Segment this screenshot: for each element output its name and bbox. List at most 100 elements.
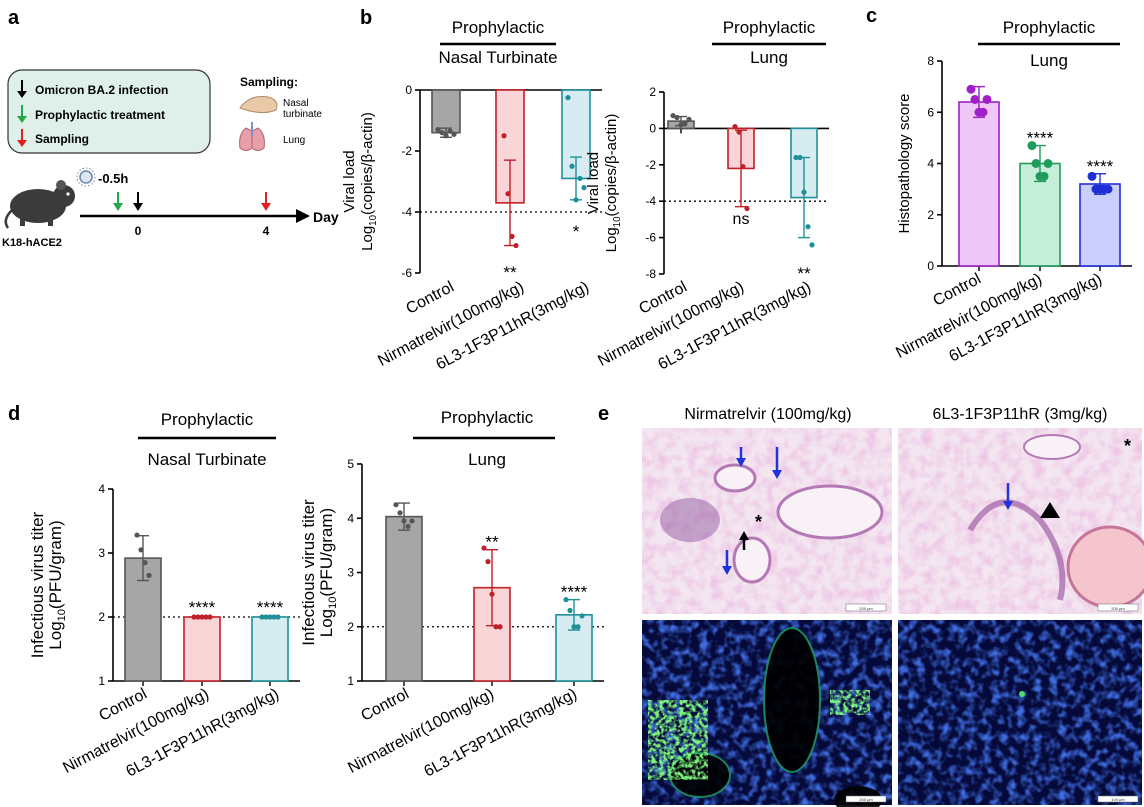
y-tick-label: 0 [927, 259, 934, 273]
data-point [740, 164, 746, 170]
significance-label: ** [503, 263, 517, 282]
scale-bar-label: 200 μm [1111, 606, 1125, 611]
data-point [451, 131, 457, 137]
data-point [207, 614, 213, 620]
timeline-arrowhead-icon [296, 209, 310, 223]
timeline-tick-0: 0 [135, 224, 142, 238]
chart-histopathology-lung: ProphylacticLung02468********ControlNirm… [893, 18, 1132, 366]
bar [958, 101, 1000, 267]
bar [1019, 162, 1061, 267]
y-axis-label-line1: Infectious virus titer [299, 499, 318, 646]
y-axis-label-line2: Log10(copies/β-actin) [603, 114, 623, 253]
scale-bar [1097, 795, 1139, 803]
y-tick-label: 2 [927, 208, 934, 222]
data-point [1027, 141, 1037, 151]
legend-label-infection: Omicron BA.2 infection [35, 83, 168, 97]
data-point [805, 224, 811, 230]
scale-bar-label: 200 μm [859, 606, 873, 611]
significance-label: ns [733, 211, 750, 228]
data-point [577, 175, 583, 182]
data-point [581, 185, 587, 191]
data-point [259, 614, 265, 620]
data-point [1043, 159, 1053, 168]
black-arrow-icon [739, 531, 749, 550]
if-image-antibody: 100 μm [898, 620, 1142, 805]
data-point [203, 614, 209, 620]
y-tick-label: -2 [645, 158, 656, 172]
triangle-marker-icon [1040, 502, 1060, 518]
y-tick-label: 1 [347, 674, 354, 688]
panel-a: a Omicron BA.2 infection Prophylactic tr… [2, 7, 339, 249]
data-point [191, 614, 197, 620]
y-axis-label-line1: Viral load [585, 152, 602, 214]
data-point [142, 560, 148, 566]
mouse-strain-label: K18-hACE2 [2, 237, 62, 249]
x-category-label: Control [358, 686, 412, 725]
panel-letter-d: d [8, 403, 20, 425]
chart-title: Prophylactic [452, 18, 545, 37]
y-tick-label: 1 [98, 674, 105, 688]
black-arrow-icon [17, 91, 27, 98]
data-point [797, 154, 803, 161]
y-tick-label: 4 [98, 482, 105, 496]
significance-label: ** [485, 533, 499, 552]
y-tick-label: 2 [649, 85, 656, 99]
data-point [509, 233, 515, 239]
scale-bar [845, 603, 887, 612]
data-point [1031, 159, 1041, 168]
data-point [397, 510, 403, 516]
virus-icon [76, 167, 96, 187]
he-image-antibody: * 200 μm [898, 428, 1144, 614]
y-tick-label: 2 [98, 610, 105, 624]
scale-bar-label: 200 μm [859, 797, 873, 802]
y-tick-label: -4 [645, 194, 656, 208]
data-point [485, 559, 491, 565]
scale-bar [1097, 603, 1139, 612]
sampling-title: Sampling: [240, 75, 298, 89]
y-tick-label: 0 [405, 83, 412, 97]
data-point [575, 624, 581, 630]
x-category-label: 6L3-1F3P11hR(3mg/kg) [421, 686, 579, 781]
data-point [569, 163, 575, 169]
chart-subtitle: Nasal Turbinate [438, 48, 557, 67]
data-point [263, 614, 269, 620]
data-point [393, 502, 399, 508]
data-point [732, 123, 738, 130]
data-point [579, 613, 585, 619]
sampling-arrow [261, 192, 271, 211]
data-point [493, 624, 499, 630]
data-point [138, 547, 144, 553]
histology-col2-title: 6L3-1F3P11hR (3mg/kg) [933, 406, 1108, 423]
data-point [439, 130, 445, 136]
chart-viral-load-lung: ProphylacticLung20-2-4-6-8ns**ControlNir… [585, 18, 829, 374]
significance-label: **** [1027, 129, 1054, 148]
bar [431, 89, 461, 134]
data-point [505, 191, 511, 197]
data-point [744, 205, 750, 212]
green-arrow-icon [113, 203, 123, 211]
bar [385, 515, 423, 682]
green-arrow-icon [17, 116, 27, 123]
legend-label-treatment: Prophylactic treatment [35, 108, 165, 122]
y-tick-label: 3 [347, 566, 354, 580]
data-point [809, 242, 815, 248]
data-point [134, 532, 140, 538]
data-point [565, 95, 571, 101]
data-point [409, 518, 415, 524]
y-axis-label-line2: Log10(PFU/gram) [317, 508, 339, 637]
significance-label: * [573, 222, 580, 241]
significance-label: ** [797, 264, 811, 283]
he-image-nirmatrelvir: * 200 μm [642, 428, 892, 614]
data-point [686, 116, 692, 122]
data-point [447, 128, 453, 134]
lung-label: Lung [283, 135, 305, 146]
data-point [793, 154, 799, 161]
data-point [435, 127, 441, 133]
y-tick-label: -8 [645, 267, 656, 281]
chart-infectious-titer-lung: ProphylacticLung12345******ControlNirmat… [299, 408, 604, 781]
red-arrow-icon [261, 203, 271, 211]
data-point [682, 120, 688, 126]
